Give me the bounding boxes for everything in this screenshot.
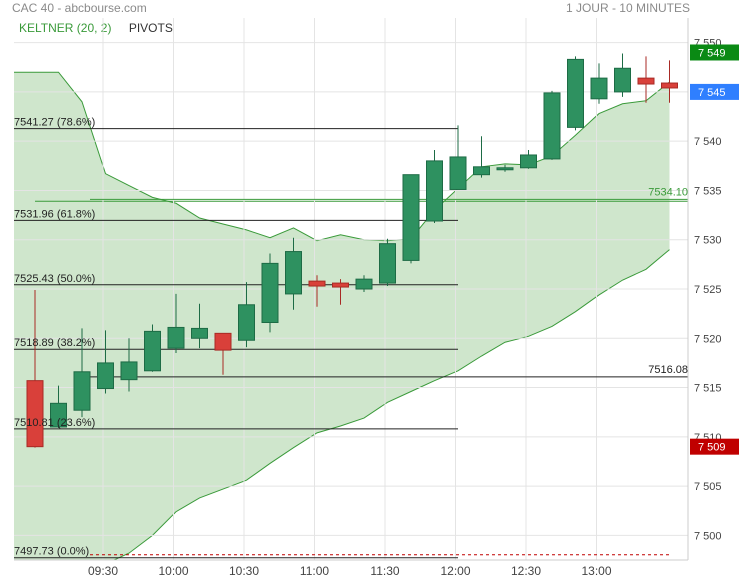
x-tick-label: 11:00 — [300, 564, 329, 578]
candle — [120, 338, 138, 392]
candle-body — [426, 160, 443, 222]
candle — [379, 238, 396, 287]
candle-body — [191, 327, 208, 339]
candle-body — [449, 156, 467, 190]
candle-body — [473, 166, 490, 176]
candle-body — [144, 330, 161, 372]
x-tick-label: 12:00 — [440, 564, 470, 578]
candle — [50, 385, 67, 428]
indicator-pivots[interactable]: PIVOTS — [128, 21, 173, 35]
candle-body — [238, 304, 255, 341]
candle-body — [520, 154, 537, 169]
instrument-title: CAC 40 - abcbourse.com — [12, 1, 147, 15]
candle-body — [97, 362, 114, 390]
candle-body — [590, 77, 608, 100]
candle-body — [496, 167, 514, 171]
candle — [614, 53, 631, 97]
candle-body — [332, 282, 349, 288]
candle — [473, 136, 490, 178]
keltner-band-fill — [14, 72, 670, 560]
price-tag — [690, 44, 739, 61]
candle-body — [261, 262, 279, 324]
candle — [167, 293, 185, 354]
y-tick-label: 7 540 — [694, 136, 722, 148]
y-tick-label: 7 520 — [694, 333, 722, 345]
price-tag-label: 7 549 — [698, 47, 726, 59]
candle-body — [614, 67, 631, 93]
candle — [285, 237, 302, 310]
candle-body — [26, 380, 44, 448]
x-tick-label: 13:00 — [581, 564, 611, 578]
candle — [496, 164, 514, 172]
y-tick-label: 7 525 — [694, 284, 722, 296]
chart-header: CAC 40 - abcbourse.com 1 JOUR - 10 MINUT… — [12, 1, 690, 17]
candle — [191, 303, 208, 349]
candle — [449, 125, 467, 190]
x-tick-label: 11:30 — [370, 564, 399, 578]
candle-body — [120, 361, 138, 381]
keltner-lower-line — [112, 249, 670, 560]
candle — [261, 253, 279, 333]
y-tick-label: 7 535 — [694, 185, 722, 197]
candle — [402, 174, 420, 264]
candle-body — [50, 402, 67, 428]
candle — [144, 324, 161, 372]
fibonacci-label: 7518.89 (38.2%) — [14, 337, 95, 349]
price-tag — [690, 438, 739, 455]
candle-body — [402, 174, 420, 261]
candle-body — [214, 332, 232, 351]
y-tick-label: 7 500 — [694, 530, 722, 542]
candle-body — [567, 58, 584, 128]
fibonacci-label: 7497.73 (0.0%) — [14, 546, 89, 558]
pivot-label: 7516.08 — [648, 364, 688, 376]
fibonacci-label: 7531.96 (61.8%) — [14, 208, 95, 220]
price-tag-label: 7 545 — [698, 87, 726, 99]
candle — [567, 56, 584, 131]
fibonacci-label: 7541.27 (78.6%) — [14, 117, 95, 129]
candle-body — [308, 280, 326, 287]
candle-body — [73, 371, 91, 411]
price-tag — [690, 83, 739, 100]
indicator-legend: KELTNER (20, 2) PIVOTS — [19, 21, 173, 35]
candle — [590, 63, 608, 104]
candle — [355, 275, 373, 292]
candle — [661, 60, 678, 103]
fibonacci-label: 7510.81 (23.6%) — [14, 417, 95, 429]
candle — [637, 56, 655, 103]
fibonacci-label: 7525.43 (50.0%) — [14, 273, 95, 285]
candle-body — [355, 278, 373, 290]
price-tag-label: 7 509 — [698, 442, 726, 454]
candle-body — [661, 82, 678, 89]
candle — [520, 150, 537, 169]
candle — [238, 282, 255, 348]
candle — [73, 328, 91, 418]
y-tick-label: 7 505 — [694, 481, 722, 493]
candle — [426, 150, 443, 223]
candle-body — [543, 92, 561, 160]
candle — [97, 330, 114, 394]
plot-area — [14, 18, 688, 560]
x-tick-label: 12:30 — [511, 564, 541, 578]
indicator-keltner[interactable]: KELTNER (20, 2) — [19, 21, 112, 35]
y-tick-label: 7 530 — [694, 235, 722, 247]
candle — [214, 332, 232, 375]
candle — [308, 275, 326, 307]
period-label[interactable]: 1 JOUR - 10 MINUTES — [565, 1, 690, 15]
candle — [26, 289, 44, 448]
y-tick-label: 7 515 — [694, 383, 722, 395]
x-tick-label: 10:30 — [229, 564, 259, 578]
candle-body — [637, 77, 655, 85]
candle-body — [167, 326, 185, 349]
x-tick-label: 10:00 — [158, 564, 188, 578]
candle — [543, 90, 561, 160]
pivot-label: 7534.10 — [648, 186, 688, 198]
x-tick-label: 09:30 — [88, 564, 118, 578]
candle-body — [285, 251, 302, 295]
candle-body — [379, 243, 396, 284]
keltner-upper-line — [14, 71, 670, 242]
candle — [332, 279, 349, 305]
